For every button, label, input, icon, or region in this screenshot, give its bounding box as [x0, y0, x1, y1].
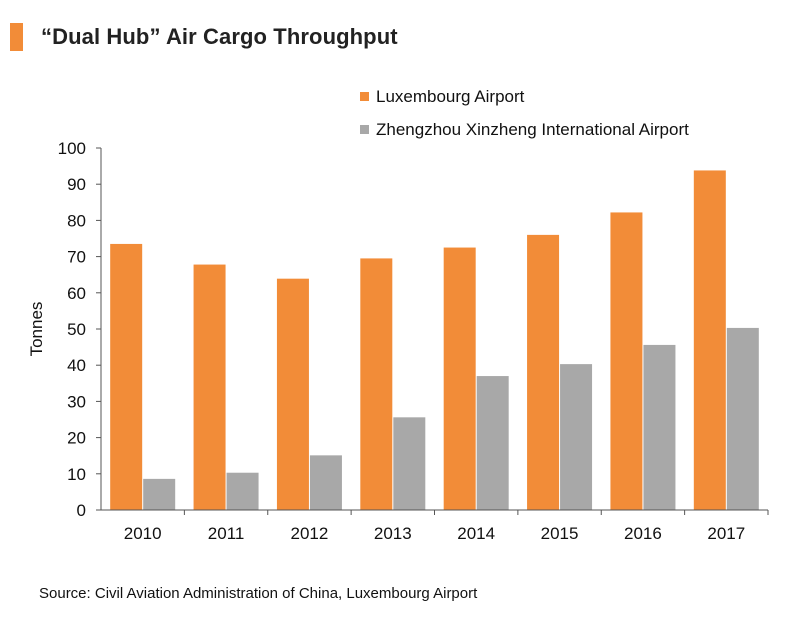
y-tick-label: 40 [67, 356, 86, 375]
bar-zhengzhou [393, 417, 426, 510]
y-axis-title: Tonnes [27, 302, 46, 357]
x-tick-label: 2011 [208, 524, 245, 543]
title-marker [10, 23, 23, 51]
bar-zhengzhou [309, 455, 342, 510]
x-tick-label: 2010 [124, 524, 162, 543]
bar-luxembourg [610, 212, 643, 510]
y-tick-label: 70 [67, 248, 86, 267]
bar-zhengzhou [643, 344, 676, 510]
legend-swatch-luxembourg [360, 92, 369, 101]
y-tick-label: 0 [77, 501, 86, 520]
source-note: Source: Civil Aviation Administration of… [39, 585, 478, 602]
bar-luxembourg [276, 278, 309, 510]
bar-zhengzhou [226, 472, 259, 510]
bar-luxembourg [693, 170, 726, 510]
y-tick-label: 100 [58, 139, 86, 158]
bar-zhengzhou [726, 327, 759, 510]
bar-zhengzhou [476, 376, 509, 510]
y-tick-label: 30 [67, 392, 86, 411]
legend-item-luxembourg: Luxembourg Airport [360, 80, 689, 113]
bar-zhengzhou [560, 364, 593, 510]
legend-swatch-zhengzhou [360, 125, 369, 134]
y-tick-label: 20 [67, 429, 86, 448]
bar-luxembourg [527, 234, 560, 510]
y-tick-label: 80 [67, 211, 86, 230]
bar-zhengzhou [143, 478, 176, 510]
x-tick-label: 2014 [457, 524, 495, 543]
bar-luxembourg [193, 264, 226, 510]
x-tick-label: 2013 [374, 524, 412, 543]
legend: Luxembourg Airport Zhengzhou Xinzheng In… [360, 80, 689, 146]
legend-item-zhengzhou: Zhengzhou Xinzheng International Airport [360, 113, 689, 146]
x-tick-label: 2017 [707, 524, 745, 543]
bar-luxembourg [443, 247, 476, 511]
bar-luxembourg [110, 243, 143, 510]
legend-label-luxembourg: Luxembourg Airport [376, 86, 525, 106]
y-tick-label: 90 [67, 175, 86, 194]
chart-title: “Dual Hub” Air Cargo Throughput [41, 24, 398, 49]
bar-luxembourg [360, 258, 393, 510]
x-tick-label: 2015 [541, 524, 579, 543]
y-tick-label: 50 [67, 320, 86, 339]
y-tick-label: 60 [67, 284, 86, 303]
x-tick-label: 2016 [624, 524, 662, 543]
y-tick-label: 10 [67, 465, 86, 484]
legend-label-zhengzhou: Zhengzhou Xinzheng International Airport [376, 119, 689, 139]
x-tick-label: 2012 [291, 524, 329, 543]
title-row: “Dual Hub” Air Cargo Throughput [10, 22, 398, 52]
